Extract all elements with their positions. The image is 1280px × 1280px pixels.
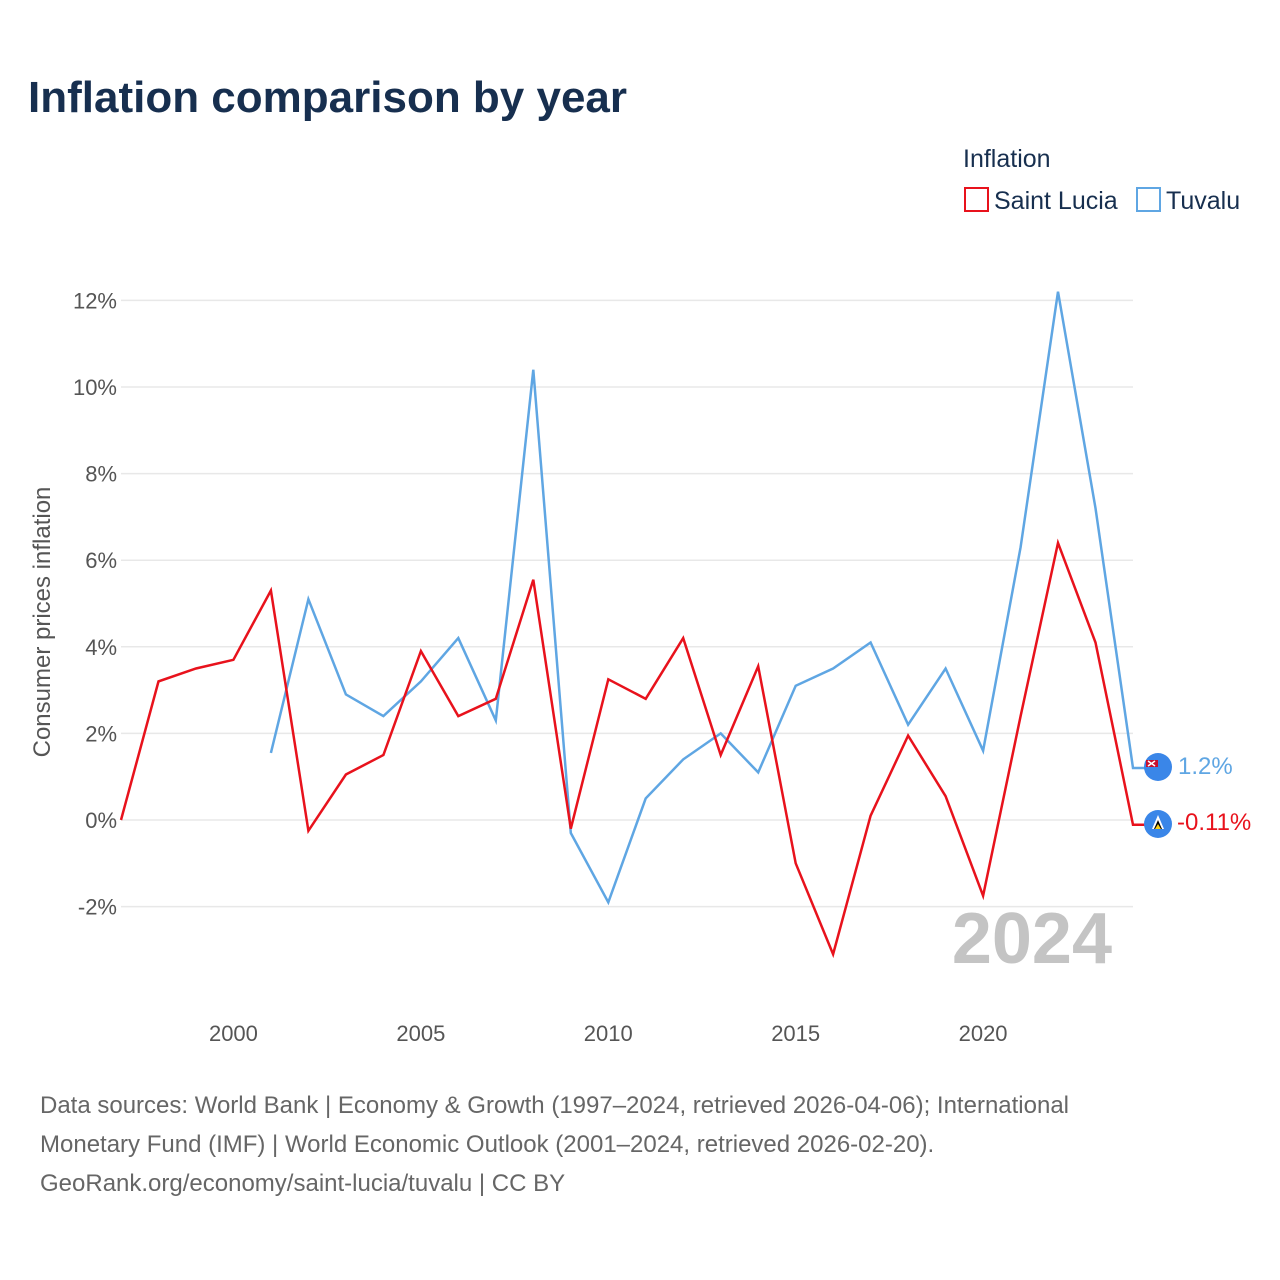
y-tick-label: 2% [85,721,117,746]
x-tick-label: 2020 [959,1021,1008,1046]
y-tick-label: 10% [73,375,117,400]
y-tick-label: 8% [85,462,117,487]
legend: Inflation Saint Lucia Tuvalu [963,145,1240,215]
y-tick-label: 6% [85,548,117,573]
x-tick-label: 2015 [771,1021,820,1046]
legend-label-tuvalu: Tuvalu [1166,187,1240,215]
legend-item-tuvalu[interactable]: Tuvalu [1136,187,1240,215]
legend-swatch-saint-lucia [964,187,989,212]
gridlines [121,299,1133,908]
series-line-saint-lucia [119,538,1146,959]
x-tick-label: 2000 [209,1021,258,1046]
y-tick-label: 4% [85,635,117,660]
x-tick-label: 2010 [584,1021,633,1046]
x-axis-ticks: 2000 2005 2010 2015 2020 [209,1021,1008,1046]
tuvalu-flag-cross-icon [1147,760,1156,767]
legend-label-saint-lucia: Saint Lucia [994,187,1118,215]
source-line-2: Monetary Fund (IMF) | World Economic Out… [40,1131,934,1158]
legend-swatch-tuvalu [1136,187,1161,212]
y-axis-ticks: 12% 10% 8% 6% 4% 2% 0% -2% [73,288,117,919]
legend-title: Inflation [963,145,1051,173]
end-label-saint-lucia: -0.11% [1177,809,1251,836]
series-lines [119,291,1146,959]
chart-title: Inflation comparison by year [28,73,627,122]
saint-lucia-flag-gold-icon [1155,824,1161,829]
y-tick-label: 0% [85,808,117,833]
y-tick-label: 12% [73,288,117,313]
source-notes: Data sources: World Bank | Economy & Gro… [40,1092,1069,1197]
end-marker-saint-lucia: -0.11% [1144,809,1251,838]
series-line-tuvalu [269,291,1146,906]
end-marker-tuvalu: 1.2% [1144,753,1233,781]
source-line-3[interactable]: GeoRank.org/economy/saint-lucia/tuvalu |… [40,1170,565,1197]
x-tick-label: 2005 [396,1021,445,1046]
source-line-1: Data sources: World Bank | Economy & Gro… [40,1092,1069,1119]
y-axis-title: Consumer prices inflation [29,487,56,758]
year-marker: 2024 [952,899,1112,979]
y-tick-label: -2% [78,895,117,920]
legend-item-saint-lucia[interactable]: Saint Lucia [964,187,1118,215]
end-label-tuvalu: 1.2% [1178,753,1233,780]
